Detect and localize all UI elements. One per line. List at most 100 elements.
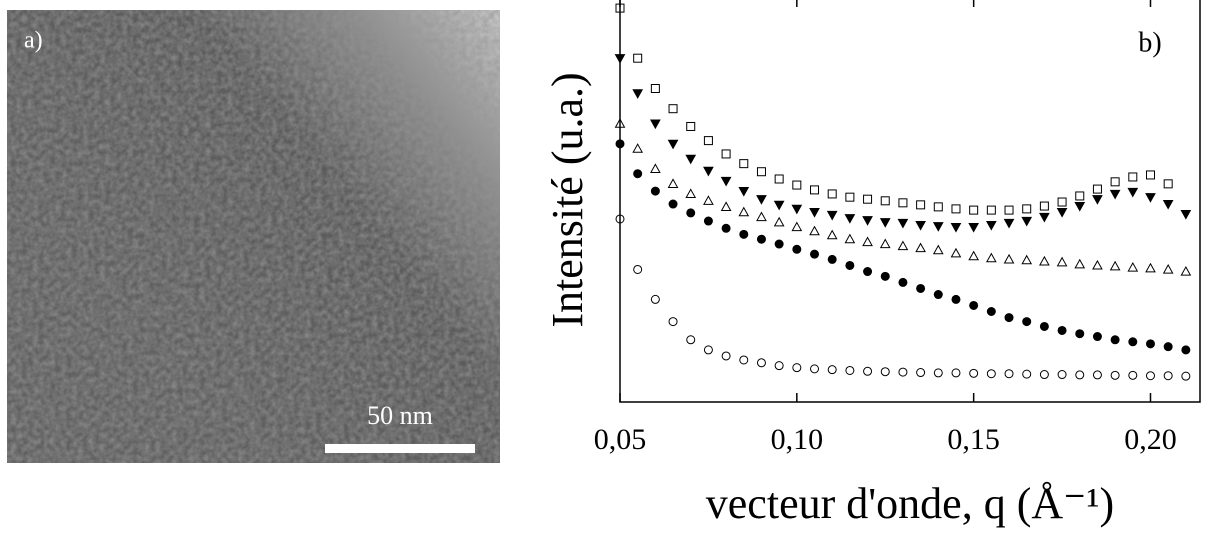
- point: [916, 283, 926, 293]
- point: [1145, 371, 1155, 381]
- point: [827, 189, 837, 199]
- point: [986, 369, 996, 379]
- point: [827, 254, 837, 264]
- point: [969, 205, 979, 215]
- point: [1022, 317, 1032, 327]
- point: [1092, 259, 1103, 270]
- point: [1004, 313, 1014, 323]
- point: [933, 368, 943, 378]
- point: [1039, 255, 1050, 266]
- point: [863, 366, 873, 376]
- point: [1003, 253, 1015, 264]
- point: [614, 54, 626, 64]
- point: [827, 365, 837, 375]
- point: [1128, 172, 1138, 182]
- point: [932, 244, 944, 255]
- point: [615, 214, 625, 224]
- point: [1162, 263, 1174, 274]
- point: [916, 368, 926, 378]
- point: [844, 233, 856, 244]
- point: [667, 178, 679, 188]
- point: [880, 367, 890, 377]
- point: [1181, 371, 1191, 381]
- scale-bar-label: 50 nm: [367, 401, 433, 430]
- point: [898, 367, 908, 377]
- point: [650, 294, 660, 304]
- point: [721, 351, 731, 361]
- point: [791, 221, 803, 232]
- point: [739, 229, 749, 239]
- point: [1145, 193, 1156, 203]
- point: [951, 294, 961, 304]
- point: [810, 249, 820, 259]
- point: [916, 200, 926, 210]
- point: [898, 198, 908, 208]
- point: [738, 187, 750, 197]
- point: [1057, 197, 1067, 207]
- point: [720, 201, 732, 211]
- point: [774, 174, 784, 184]
- point: [685, 188, 697, 199]
- point: [774, 239, 784, 249]
- panel-label: a): [24, 28, 43, 54]
- point: [1163, 371, 1173, 381]
- point: [756, 234, 766, 244]
- point: [1163, 179, 1173, 189]
- point: [1127, 261, 1139, 272]
- point: [1057, 370, 1067, 380]
- point: [1022, 369, 1032, 379]
- point: [721, 223, 731, 233]
- point: [968, 250, 980, 261]
- point: [933, 202, 943, 212]
- point: [898, 277, 908, 287]
- x-tick-label: 0,10: [771, 423, 824, 456]
- panel-label: b): [1138, 27, 1161, 58]
- point: [1075, 370, 1085, 380]
- point: [792, 180, 802, 190]
- point: [826, 229, 838, 240]
- point: [1180, 265, 1192, 276]
- point: [633, 264, 643, 274]
- point: [1128, 337, 1138, 347]
- point: [862, 236, 873, 247]
- point: [986, 307, 996, 317]
- point: [1021, 254, 1033, 265]
- point: [686, 208, 696, 218]
- point: [703, 345, 713, 355]
- x-tick-label: 0,15: [947, 423, 1000, 456]
- point: [863, 267, 873, 277]
- point: [862, 216, 873, 226]
- point: [703, 166, 714, 177]
- point: [1039, 321, 1049, 331]
- point: [1039, 370, 1049, 380]
- point: [614, 118, 626, 128]
- point: [668, 104, 678, 114]
- point: [1004, 205, 1014, 215]
- point: [1056, 256, 1068, 267]
- point: [844, 214, 856, 224]
- image-texture: [7, 10, 500, 463]
- point: [880, 196, 890, 206]
- point: [845, 260, 855, 270]
- point: [615, 3, 625, 13]
- point: [756, 167, 766, 177]
- point: [756, 195, 767, 205]
- point: [1110, 335, 1120, 345]
- point: [1092, 184, 1102, 194]
- point: [1003, 218, 1015, 229]
- point: [686, 335, 696, 345]
- point: [951, 368, 961, 378]
- point: [1075, 329, 1085, 339]
- point: [1109, 189, 1121, 200]
- point: [773, 200, 785, 211]
- point: [1092, 332, 1102, 342]
- chart: b) vecteur d'onde, q (Å⁻¹) Intensité (u.…: [543, 0, 1201, 528]
- point: [1109, 260, 1121, 271]
- point: [985, 220, 997, 231]
- point: [703, 195, 714, 205]
- scale-bar: [325, 444, 475, 453]
- x-tick-label: 0,05: [594, 423, 647, 456]
- point: [880, 271, 890, 281]
- point: [1074, 258, 1086, 269]
